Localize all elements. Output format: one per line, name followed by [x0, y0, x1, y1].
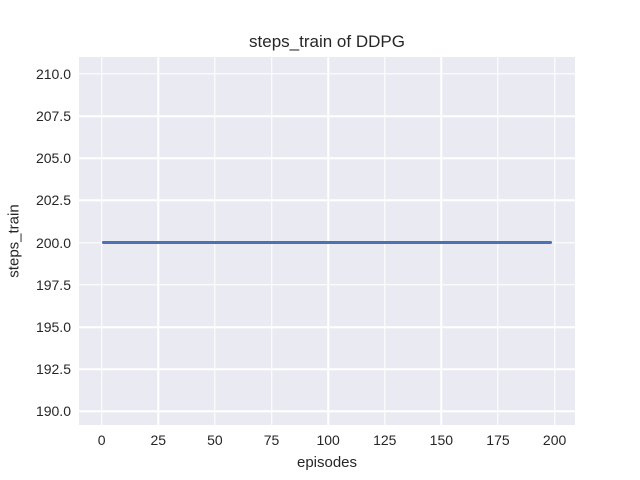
x-tick-label: 50 — [207, 432, 223, 448]
x-tick-label: 100 — [316, 432, 340, 448]
y-tick-label: 205.0 — [35, 150, 71, 167]
x-axis-label: episodes — [296, 454, 358, 471]
gridline-horizontal — [79, 368, 575, 371]
gridline-vertical — [327, 57, 329, 425]
plot-area — [79, 57, 575, 425]
gridline-horizontal — [79, 410, 575, 413]
x-tick-label: 200 — [542, 432, 567, 448]
gridline-vertical — [214, 57, 216, 425]
x-tick-label: 75 — [263, 432, 280, 448]
y-tick-label: 197.5 — [35, 276, 71, 293]
chart-title: steps_train of DDPG — [249, 32, 405, 51]
y-tick-label: 207.5 — [35, 108, 71, 125]
gridline-vertical — [440, 57, 443, 425]
x-tick-label: 25 — [150, 432, 167, 448]
data-line-steps_train — [101, 241, 553, 244]
gridline-horizontal — [79, 73, 575, 75]
x-tick-label: 150 — [429, 432, 454, 448]
x-tick-label: 0 — [97, 432, 106, 448]
gridline-vertical — [270, 57, 273, 425]
gridline-horizontal — [79, 284, 575, 286]
gridline-vertical — [497, 57, 499, 425]
y-tick-label: 210.0 — [35, 65, 71, 82]
gridline-horizontal — [79, 199, 575, 202]
x-tick-label: 125 — [373, 432, 397, 448]
x-tick-label: 175 — [486, 432, 510, 448]
y-tick-label: 190.0 — [35, 403, 71, 420]
y-tick-label: 192.5 — [35, 361, 71, 378]
y-tick-label: 202.5 — [35, 192, 71, 209]
gridline-vertical — [100, 57, 103, 425]
y-tick-label: 195.0 — [35, 319, 71, 336]
gridline-vertical — [384, 57, 386, 425]
gridline-vertical — [157, 57, 160, 425]
gridline-vertical — [553, 57, 556, 425]
y-tick-label: 200.0 — [35, 234, 71, 251]
gridline-horizontal — [79, 157, 575, 160]
gridline-horizontal — [79, 115, 575, 117]
gridline-horizontal — [79, 326, 575, 328]
